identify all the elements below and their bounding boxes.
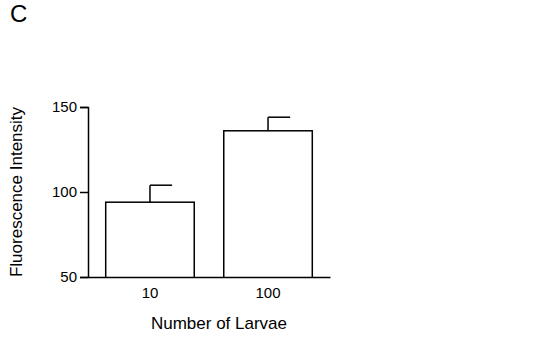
x-axis-line [89, 277, 331, 279]
x-axis: 10 100 [89, 277, 331, 301]
x-tick-label: 100 [256, 284, 281, 301]
y-tick-label: 50 [60, 268, 77, 285]
y-tick-label: 100 [52, 183, 77, 200]
x-tick: 100 [256, 277, 281, 301]
x-tick-label: 10 [142, 284, 159, 301]
y-tick: 100 [52, 183, 88, 200]
error-bar-stem [267, 117, 269, 131]
x-tick: 10 [142, 277, 159, 301]
y-axis-title: Fluorescence Intensity [7, 106, 26, 277]
y-tick-mark [80, 277, 88, 279]
y-tick: 150 [52, 98, 88, 115]
y-tick-mark [80, 192, 88, 194]
bar [224, 131, 313, 277]
y-tick: 50 [60, 268, 88, 285]
error-bar-cap [268, 116, 290, 118]
panel-label: C [10, 0, 27, 27]
y-tick-mark [80, 107, 88, 109]
x-axis-title: Number of Larvae [151, 314, 287, 333]
error-bar-stem [149, 185, 151, 202]
y-axis-line [80, 108, 89, 278]
error-bar [268, 117, 290, 131]
chart: C 50 100 150 10 100 Number of Larvae Fluorescen… [0, 0, 534, 362]
bar [106, 202, 195, 277]
error-bar [150, 185, 172, 202]
error-bar-cap [150, 184, 172, 186]
plot-area [106, 117, 313, 277]
y-axis: 50 100 150 [52, 98, 89, 285]
y-tick-label: 150 [52, 98, 77, 115]
